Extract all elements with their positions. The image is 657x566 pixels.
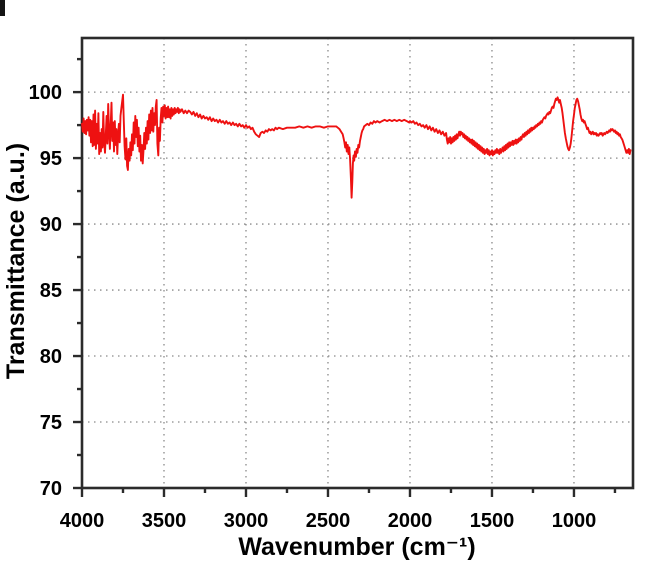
- x-tick-label: 2500: [306, 510, 351, 532]
- y-tick-label: 85: [40, 280, 62, 302]
- x-tick-label: 2000: [388, 510, 433, 532]
- y-axis-title: Transmittance (a.u.): [2, 143, 30, 379]
- y-tick-label: 95: [40, 148, 62, 170]
- y-tick-label: 100: [29, 82, 62, 104]
- spectrum-line: [81, 93, 632, 199]
- y-tick-label: 90: [40, 214, 62, 236]
- x-tick-label: 3000: [224, 510, 269, 532]
- y-tick-label: 70: [40, 478, 62, 500]
- x-axis-title: Wavenumber (cm⁻¹): [238, 533, 475, 561]
- y-tick-label: 75: [40, 412, 62, 434]
- x-tick-label: 4000: [60, 510, 105, 532]
- x-tick-label: 1500: [470, 510, 515, 532]
- y-tick-label: 80: [40, 346, 62, 368]
- x-tick-label: 3500: [142, 510, 187, 532]
- x-tick-label: 1000: [552, 510, 597, 532]
- plot-frame: [80, 36, 635, 490]
- plot-area: 4000 3500 3000 2500 2000 1500 1000 70 75 80 85 90 95…: [29, 36, 635, 532]
- corner-scan-artifact: [0, 0, 5, 16]
